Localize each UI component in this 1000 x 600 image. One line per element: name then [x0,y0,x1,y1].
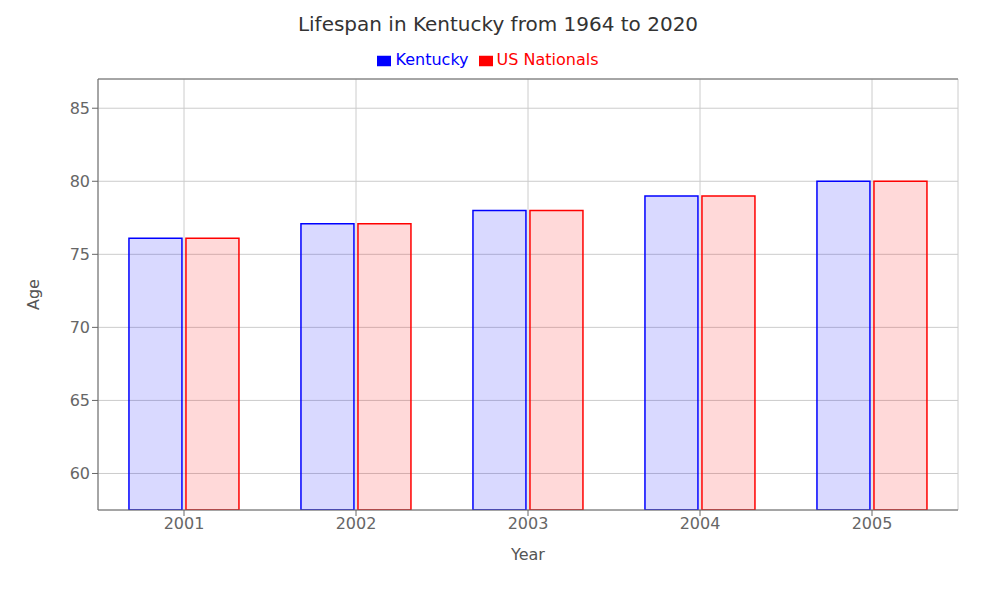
svg-text:60: 60 [70,464,90,483]
svg-text:75: 75 [70,245,90,264]
svg-text:2004: 2004 [680,514,721,533]
html-text:Kentucky: Kentucky [395,50,469,69]
html-text:US Nationals: US Nationals [496,50,599,69]
svg-text:2001: 2001 [164,514,205,533]
svg-text:80: 80 [70,172,90,191]
html-text:Lifespan in Kentucky from 1964: Lifespan in Kentucky from 1964 to 2020 [297,12,699,36]
svg-text:70: 70 [70,318,90,337]
svg-text:65: 65 [70,391,90,410]
svg-text:Year: Year [510,545,545,564]
svg-text:85: 85 [70,99,90,118]
svg-text:2003: 2003 [508,514,549,533]
svg-text:Age: Age [24,279,43,310]
svg-text:2002: 2002 [336,514,377,533]
svg-text:2005: 2005 [852,514,893,533]
